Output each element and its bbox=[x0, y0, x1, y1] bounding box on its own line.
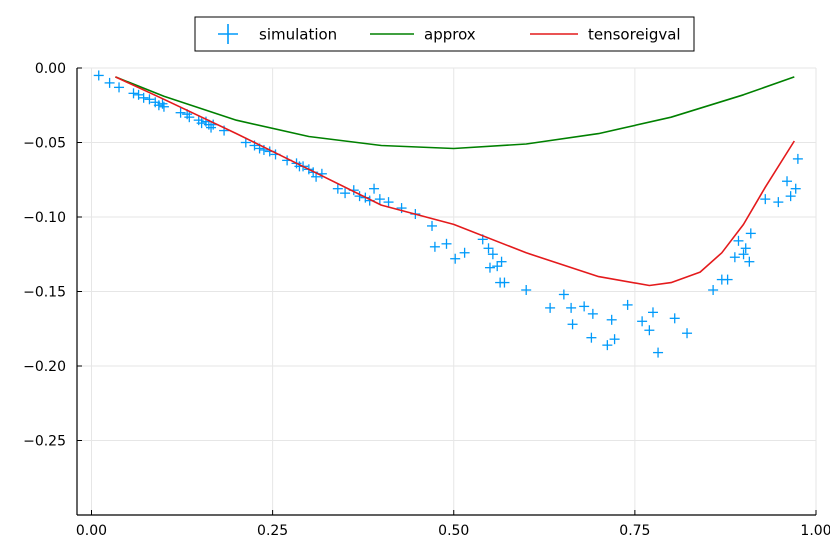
scatter-point-simulation bbox=[708, 285, 719, 296]
x-tick-label: 1.00 bbox=[800, 523, 830, 539]
y-tick-label: −0.15 bbox=[23, 285, 66, 301]
scatter-point-simulation bbox=[450, 253, 461, 264]
scatter-point-simulation bbox=[566, 302, 577, 313]
legend-box bbox=[194, 16, 695, 52]
scatter-point-simulation bbox=[196, 118, 207, 129]
x-ticks: 0.00 0.25 0.50 0.75 1.00 bbox=[76, 510, 830, 539]
series-line-tensoreigval bbox=[115, 76, 795, 287]
scatter-point-simulation bbox=[567, 319, 578, 330]
scatter-point-simulation bbox=[745, 228, 756, 239]
scatter-point-simulation bbox=[184, 112, 195, 123]
scatter-point-simulation bbox=[133, 89, 144, 100]
scatter-point-simulation bbox=[114, 82, 125, 93]
scatter-point-simulation bbox=[484, 262, 495, 273]
series-line-approx bbox=[115, 76, 795, 150]
scatter-point-simulation bbox=[792, 153, 803, 164]
scatter-point-simulation bbox=[602, 340, 613, 351]
scatter-point-simulation bbox=[144, 94, 155, 105]
scatter-point-simulation bbox=[369, 183, 380, 194]
scatter-point-simulation bbox=[240, 137, 251, 148]
y-tick-label: −0.05 bbox=[23, 136, 66, 152]
scatter-point-simulation bbox=[138, 92, 149, 103]
scatter-point-simulation bbox=[483, 243, 494, 254]
scatter-point-simulation bbox=[609, 334, 620, 345]
scatter-point-simulation bbox=[729, 252, 740, 263]
scatter-point-simulation bbox=[492, 261, 503, 272]
legend: simulation approx tensoreigval bbox=[194, 16, 695, 52]
scatter-point-simulation bbox=[93, 70, 104, 81]
x-tick-label: 0.25 bbox=[257, 523, 288, 539]
scatter-point-simulation bbox=[733, 235, 744, 246]
y-tick-label: −0.10 bbox=[23, 210, 66, 226]
legend-label-approx: approx bbox=[424, 26, 476, 44]
scatter-point-simulation bbox=[429, 241, 440, 252]
y-tick-label: 0.00 bbox=[35, 61, 66, 77]
scatter-point-simulation bbox=[682, 328, 693, 339]
scatter-point-simulation bbox=[647, 307, 658, 318]
scatter-point-simulation bbox=[740, 243, 751, 254]
scatter-point-simulation bbox=[499, 277, 510, 288]
scatter-point-simulation bbox=[521, 285, 532, 296]
scatter-point-simulation bbox=[586, 332, 597, 343]
scatter-point-simulation bbox=[785, 191, 796, 202]
scatter-point-simulation bbox=[579, 301, 590, 312]
scatter-point-simulation bbox=[496, 256, 507, 267]
scatter-point-simulation bbox=[441, 238, 452, 249]
y-tick-label: −0.20 bbox=[23, 359, 66, 375]
y-tick-label: −0.25 bbox=[23, 434, 66, 450]
scatter-point-simulation bbox=[332, 183, 343, 194]
scatter-point-simulation bbox=[459, 247, 470, 258]
x-tick-label: 0.75 bbox=[619, 523, 650, 539]
legend-marker-simulation bbox=[218, 24, 238, 44]
scatter-point-simulation bbox=[738, 249, 749, 260]
scatter-point-simulation bbox=[669, 313, 680, 324]
scatter-point-simulation bbox=[396, 203, 407, 214]
legend-label-tensoreigval: tensoreigval bbox=[588, 26, 681, 44]
scatter-point-simulation bbox=[175, 107, 186, 118]
scatter-point-simulation bbox=[637, 316, 648, 327]
scatter-point-simulation bbox=[427, 220, 438, 231]
scatter-point-simulation bbox=[383, 197, 394, 208]
series bbox=[93, 70, 803, 358]
scatter-point-simulation bbox=[487, 249, 498, 260]
scatter-point-simulation bbox=[722, 274, 733, 285]
x-tick-label: 0.50 bbox=[438, 523, 469, 539]
scatter-point-simulation bbox=[545, 302, 556, 313]
x-tick-label: 0.00 bbox=[76, 523, 107, 539]
scatter-point-simulation bbox=[558, 289, 569, 300]
scatter-point-simulation bbox=[128, 88, 139, 99]
scatter-point-simulation bbox=[773, 197, 784, 208]
scatter-point-simulation bbox=[158, 101, 169, 112]
legend-label-simulation: simulation bbox=[259, 26, 337, 44]
scatter-point-simulation bbox=[744, 256, 755, 267]
grid bbox=[77, 67, 817, 515]
scatter-point-simulation bbox=[760, 194, 771, 205]
scatter-point-simulation bbox=[104, 77, 115, 88]
scatter-point-simulation bbox=[653, 347, 664, 358]
scatter-point-simulation bbox=[622, 299, 633, 310]
scatter-point-simulation bbox=[782, 176, 793, 187]
scatter-point-simulation bbox=[340, 188, 351, 199]
y-ticks: 0.00 −0.05 −0.10 −0.15 −0.20 −0.25 bbox=[23, 61, 82, 450]
scatter-point-simulation bbox=[587, 308, 598, 319]
scatter-point-simulation bbox=[374, 194, 385, 205]
scatter-point-simulation bbox=[606, 314, 617, 325]
scatter-point-simulation bbox=[644, 325, 655, 336]
scatter-point-simulation bbox=[790, 183, 801, 194]
